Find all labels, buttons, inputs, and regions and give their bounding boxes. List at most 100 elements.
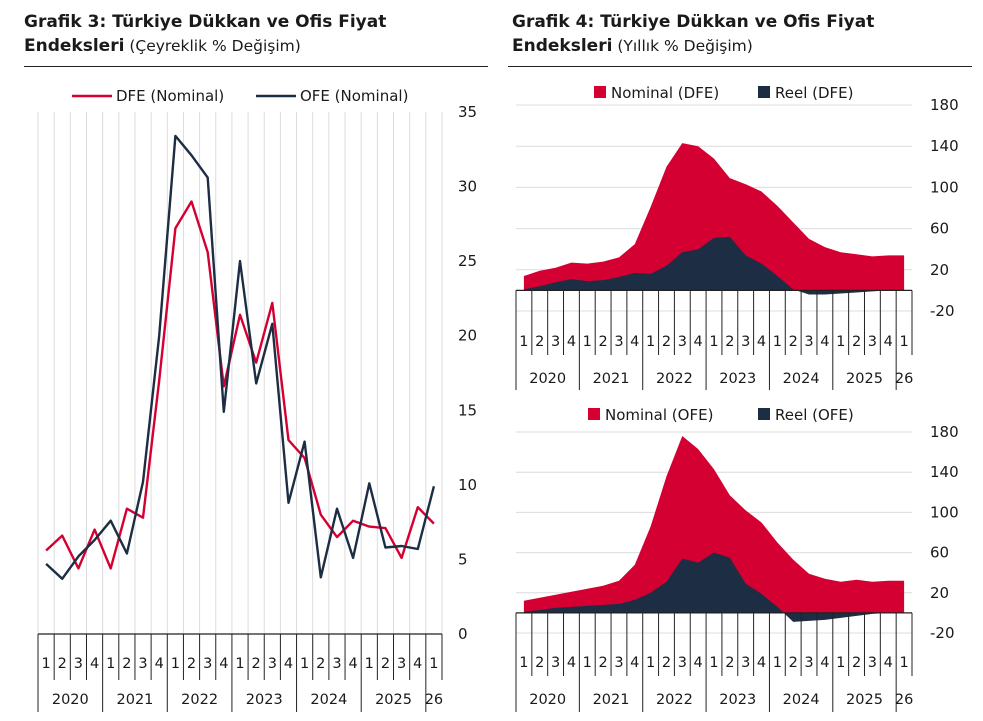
- left-quarter-label: 3: [138, 656, 147, 672]
- dfe-y-tick-label: -20: [930, 302, 955, 320]
- ofe-y-tick-label: 140: [930, 463, 959, 481]
- left-y-tick-label: 35: [458, 103, 477, 121]
- left-quarter-label: 1: [171, 656, 180, 672]
- ofe-quarter-label: 4: [884, 655, 893, 671]
- dfe-year-label: 2025: [846, 371, 883, 387]
- left-quarter-label: 3: [74, 656, 83, 672]
- left-quarter-label: 1: [300, 656, 309, 672]
- dfe-quarter-label: 2: [852, 334, 861, 350]
- right-title-bold: Grafik 4: Türkiye Dükkan ve Ofis Fiyat: [512, 12, 875, 32]
- dfe-quarter-label: 2: [535, 334, 544, 350]
- dfe-y-tick-label: 140: [930, 137, 959, 155]
- left-quarter-label: 2: [187, 656, 196, 672]
- left-chart-title: Grafik 3: Türkiye Dükkan ve Ofis Fiyat E…: [24, 10, 494, 58]
- left-quarter-label: 4: [413, 656, 422, 672]
- ofe-year-label: 26: [895, 692, 913, 708]
- dfe-quarter-label: 4: [567, 334, 576, 350]
- left-quarter-label: 2: [252, 656, 261, 672]
- dfe-quarter-label: 3: [741, 334, 750, 350]
- ofe-quarter-label: 4: [820, 655, 829, 671]
- right-title-subtitle: (Yıllık % Değişim): [612, 37, 753, 55]
- left-quarter-label: 1: [235, 656, 244, 672]
- left-year-label: 2020: [52, 692, 89, 708]
- dfe-quarter-label: 4: [757, 334, 766, 350]
- left-year-label: 2023: [246, 692, 283, 708]
- dfe-quarter-label: 1: [773, 334, 782, 350]
- left-quarter-label: 1: [41, 656, 50, 672]
- dfe-quarter-label: 3: [868, 334, 877, 350]
- ofe-y-tick-label: 100: [930, 503, 959, 521]
- ofe-quarter-label: 2: [789, 655, 798, 671]
- left-y-tick-label: 5: [458, 550, 468, 568]
- left-quarter-label: 4: [155, 656, 164, 672]
- left-quarter-label: 3: [397, 656, 406, 672]
- right-title-bold-2: Endeksleri: [512, 36, 613, 56]
- dfe-y-tick-label: 100: [930, 178, 959, 196]
- dfe-quarter-label: 1: [899, 334, 908, 350]
- left-y-tick-label: 20: [458, 327, 477, 345]
- left-series-line-ofe-nominal: [45, 134, 436, 580]
- ofe-quarter-label: 2: [725, 655, 734, 671]
- ofe-quarter-label: 4: [757, 655, 766, 671]
- left-y-tick-label: 0: [458, 625, 468, 643]
- dfe-quarter-label: 3: [614, 334, 623, 350]
- dfe-quarter-label: 2: [725, 334, 734, 350]
- ofe-quarter-label: 3: [804, 655, 813, 671]
- dfe-legend-swatch: [758, 86, 770, 98]
- ofe-quarter-label: 4: [567, 655, 576, 671]
- ofe-legend-label: Reel (OFE): [775, 406, 854, 424]
- ofe-year-label: 2024: [783, 692, 820, 708]
- dfe-year-label: 2021: [593, 371, 630, 387]
- dfe-quarter-label: 1: [709, 334, 718, 350]
- left-legend-label: OFE (Nominal): [300, 87, 408, 105]
- dfe-y-tick-label: 180: [930, 96, 959, 114]
- dfe-quarter-label: 4: [694, 334, 703, 350]
- dfe-area-reel-dfe: [523, 236, 905, 295]
- left-year-label: 2025: [375, 692, 412, 708]
- dfe-quarter-label: 4: [630, 334, 639, 350]
- dfe-quarter-label: 2: [599, 334, 608, 350]
- left-year-label: 2021: [117, 692, 154, 708]
- left-quarter-label: 2: [122, 656, 131, 672]
- dfe-quarter-label: 4: [884, 334, 893, 350]
- ofe-year-label: 2020: [529, 692, 566, 708]
- ofe-y-tick-label: 60: [930, 544, 949, 562]
- ofe-year-label: 2023: [719, 692, 756, 708]
- left-year-label: 26: [425, 692, 443, 708]
- ofe-quarter-label: 3: [678, 655, 687, 671]
- ofe-quarter-label: 2: [852, 655, 861, 671]
- left-year-label: 2022: [181, 692, 218, 708]
- right-title-rule: [508, 66, 972, 67]
- left-quarter-label: 2: [381, 656, 390, 672]
- left-y-tick-label: 15: [458, 401, 477, 419]
- left-quarter-label: 1: [365, 656, 374, 672]
- ofe-quarter-label: 1: [583, 655, 592, 671]
- dfe-quarter-label: 2: [662, 334, 671, 350]
- left-quarter-label: 2: [316, 656, 325, 672]
- ofe-legend-swatch: [588, 408, 600, 420]
- left-quarter-label: 1: [106, 656, 115, 672]
- ofe-y-tick-label: -20: [930, 624, 955, 642]
- ofe-legend-label: Nominal (OFE): [605, 406, 713, 424]
- left-y-tick-label: 25: [458, 252, 477, 270]
- left-title-rule: [24, 66, 488, 67]
- left-quarter-label: 4: [284, 656, 293, 672]
- ofe-quarter-label: 3: [551, 655, 560, 671]
- dfe-area-nominal-dfe: [523, 143, 905, 291]
- ofe-quarter-label: 4: [630, 655, 639, 671]
- ofe-quarter-label: 1: [836, 655, 845, 671]
- ofe-y-tick-label: 20: [930, 584, 949, 602]
- dfe-year-label: 2020: [529, 371, 566, 387]
- dfe-y-tick-label: 60: [930, 220, 949, 238]
- ofe-quarter-label: 3: [614, 655, 623, 671]
- ofe-year-label: 2022: [656, 692, 693, 708]
- left-quarter-label: 3: [332, 656, 341, 672]
- dfe-legend-swatch: [594, 86, 606, 98]
- left-quarter-label: 4: [349, 656, 358, 672]
- left-y-tick-label: 30: [458, 178, 477, 196]
- ofe-quarter-label: 1: [773, 655, 782, 671]
- ofe-quarter-label: 1: [519, 655, 528, 671]
- dfe-quarter-label: 1: [836, 334, 845, 350]
- left-title-bold-2: Endeksleri: [24, 36, 125, 56]
